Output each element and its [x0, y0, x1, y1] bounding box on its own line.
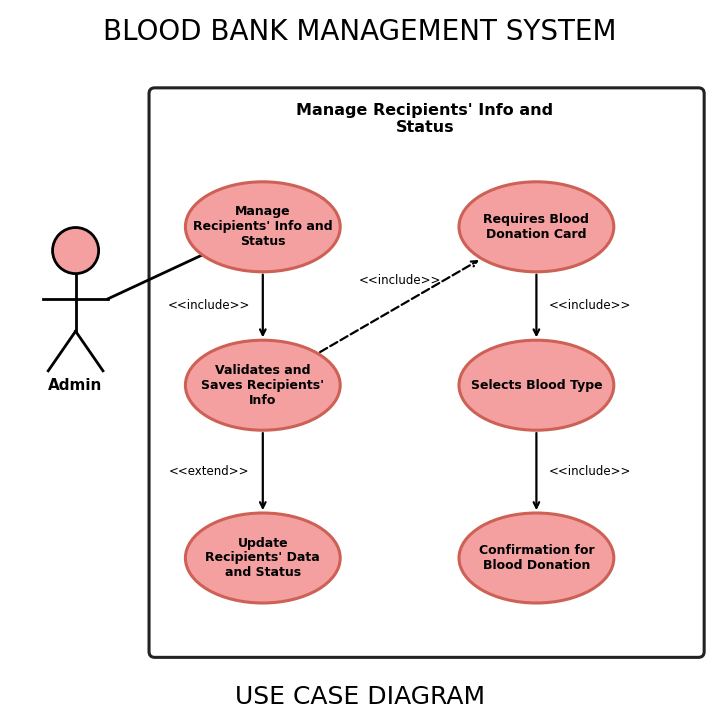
Text: Admin: Admin — [48, 378, 103, 393]
Ellipse shape — [186, 181, 341, 271]
Text: Manage Recipients' Info and
Status: Manage Recipients' Info and Status — [296, 102, 554, 135]
FancyBboxPatch shape — [149, 88, 704, 657]
Text: <<include>>: <<include>> — [168, 300, 250, 312]
Ellipse shape — [186, 513, 341, 603]
Ellipse shape — [459, 340, 613, 430]
Text: Selects Blood Type: Selects Blood Type — [471, 379, 602, 392]
Ellipse shape — [459, 513, 613, 603]
Ellipse shape — [459, 181, 613, 271]
Text: Requires Blood
Donation Card: Requires Blood Donation Card — [483, 213, 590, 240]
Text: <<extend>>: <<extend>> — [168, 465, 249, 478]
Text: Manage
Recipients' Info and
Status: Manage Recipients' Info and Status — [193, 205, 333, 248]
Text: Confirmation for
Blood Donation: Confirmation for Blood Donation — [479, 544, 594, 572]
Text: Validates and
Saves Recipients'
Info: Validates and Saves Recipients' Info — [201, 364, 325, 407]
Text: <<include>>: <<include>> — [549, 300, 631, 312]
Text: <<include>>: <<include>> — [549, 465, 631, 478]
Ellipse shape — [186, 340, 341, 430]
Text: USE CASE DIAGRAM: USE CASE DIAGRAM — [235, 685, 485, 709]
Text: Update
Recipients' Data
and Status: Update Recipients' Data and Status — [205, 536, 320, 580]
Text: <<include>>: <<include>> — [359, 274, 441, 287]
Circle shape — [53, 228, 99, 274]
Text: BLOOD BANK MANAGEMENT SYSTEM: BLOOD BANK MANAGEMENT SYSTEM — [103, 19, 617, 46]
